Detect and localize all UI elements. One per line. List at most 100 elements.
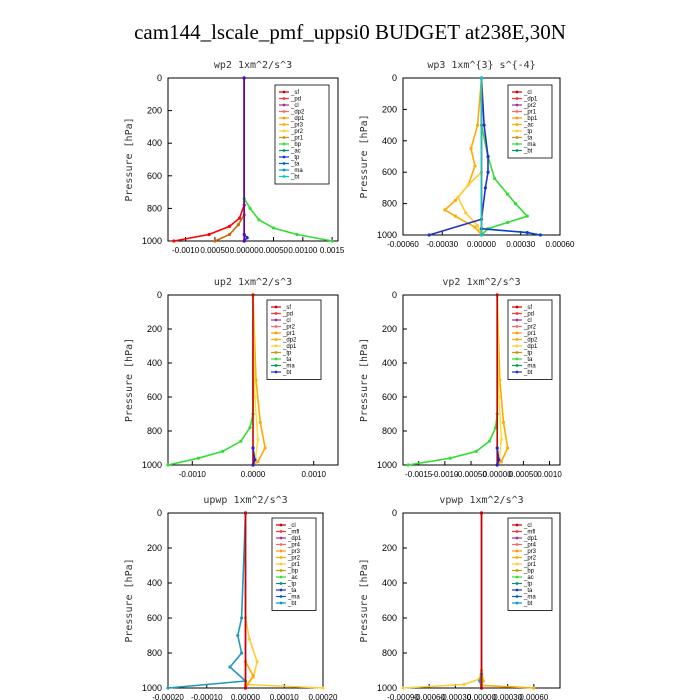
legend-marker [515, 351, 519, 354]
subplot-title: wp3 1xm^{3} s^{-4} [427, 60, 535, 71]
subplot-5: upwp 1xm^2/s^3 Pressure [hPa] 0 200 400 600 80… [124, 495, 338, 700]
series-point [251, 446, 255, 450]
legend-entry: _sf [282, 305, 291, 311]
series-point [456, 195, 460, 199]
legend-marker [279, 562, 283, 566]
legend-entry: _sf [290, 90, 299, 96]
series-point [240, 651, 244, 655]
legend-marker [274, 351, 278, 354]
series-point [462, 682, 466, 687]
x-tick-label: 0.00050 [259, 246, 288, 255]
series-line-pr1 [480, 670, 534, 689]
series-point [401, 686, 405, 690]
legend-entry: _ta [523, 136, 533, 142]
x-tick-label: 0.0015 [320, 246, 345, 255]
y-tick-label: 600 [382, 392, 397, 402]
legend-entry: _ac [287, 575, 298, 581]
legend-marker [515, 116, 519, 120]
x-tick-label: -0.0010 [172, 246, 200, 255]
series-point [479, 76, 484, 80]
legend-entry: _ta [523, 588, 533, 594]
series-point [443, 208, 447, 212]
x-tick-label: 0.00030 [506, 240, 535, 249]
y-axis-label: Pressure [hPa] [124, 558, 135, 642]
legend-marker [515, 338, 519, 341]
legend-marker [282, 155, 286, 159]
series-point [248, 426, 252, 430]
series-point [513, 202, 518, 206]
y-tick-label: 400 [382, 136, 397, 146]
legend-marker [515, 530, 519, 533]
series-point [196, 456, 200, 460]
series-point [495, 463, 499, 467]
series-line-pd [173, 78, 245, 242]
y-axis-label: Pressure [hPa] [359, 558, 370, 642]
legend-entry: _pr2 [523, 556, 537, 562]
legend-entry: _dp1 [523, 97, 538, 103]
y-tick-label: 800 [382, 199, 397, 209]
x-tick-label: -0.00010 [191, 693, 223, 700]
legend-marker [515, 543, 519, 546]
y-tick-label: 800 [382, 426, 397, 436]
legend-marker [515, 344, 519, 348]
figure-title: cam144_lscale_pmf_uppsi0 BUDGET at238E,3… [134, 20, 566, 44]
subplot-title: up2 1xm^2/s^3 [214, 277, 292, 288]
x-tick-label: -0.0015 [405, 470, 433, 479]
legend-entry: _bt [523, 601, 533, 607]
legend-entry: _bp1 [523, 116, 538, 122]
legend-entry: _pd [282, 312, 293, 318]
x-tick-label: -0.0010 [179, 470, 207, 479]
series-line-pr1 [456, 171, 483, 236]
series-point [495, 446, 499, 450]
legend-entry: _cl [287, 523, 296, 529]
subplot-title: vpwp 1xm^2/s^3 [439, 495, 523, 506]
legend-entry: _cl [282, 318, 291, 324]
y-tick-label: 200 [147, 543, 162, 553]
x-tick-label: 0.00050 [200, 246, 229, 255]
series-point [453, 214, 457, 218]
legend-entry: _bt [523, 370, 533, 376]
subplot-title: wp2 1xm^2/s^3 [214, 60, 292, 71]
series-point [479, 233, 484, 237]
series-point [487, 439, 491, 443]
series-point [227, 224, 232, 228]
x-tick-label: 0.00000 [483, 470, 512, 479]
x-tick-label: -0.0010 [431, 470, 459, 479]
legend-marker [282, 149, 286, 152]
legend-marker [515, 312, 519, 315]
legend-entry: _bt [287, 601, 297, 607]
legend-entry: _pr2 [282, 325, 296, 331]
x-tick-label: 0.00020 [309, 693, 338, 700]
y-tick-label: 200 [382, 543, 397, 553]
legend-entry: _dp1 [523, 344, 538, 350]
series-line-tp [167, 512, 248, 689]
legend-marker [274, 312, 278, 315]
legend-entry: _ta [290, 162, 300, 168]
legend-marker [279, 601, 283, 605]
legend-entry: _ma [523, 364, 536, 370]
y-tick-label: 0 [157, 508, 162, 518]
subplot-6: vpwp 1xm^2/s^3 Pressure [hPa] 0 200 400 600 80… [359, 495, 561, 700]
y-tick-label: 800 [382, 648, 397, 658]
series-point [263, 446, 267, 450]
legend-marker [279, 523, 283, 527]
series-line-pr2 [402, 513, 483, 689]
series-point [236, 633, 240, 638]
series-point [406, 463, 410, 467]
legend-marker [515, 331, 519, 335]
legend-marker [515, 142, 519, 146]
legend-marker [279, 575, 283, 579]
legend-marker [515, 357, 519, 361]
series-point [473, 164, 477, 168]
x-tick-label: 0.00000 [467, 693, 496, 700]
series-point [236, 223, 240, 227]
legend-entry: _tp [523, 351, 533, 357]
x-tick-label: -0.00090 [387, 693, 419, 700]
y-tick-label: 0 [157, 290, 162, 300]
legend-marker [274, 338, 278, 341]
legend-marker [279, 556, 283, 559]
legend-entry: _ma [287, 595, 300, 601]
series-point [258, 420, 262, 425]
legend-marker [274, 331, 278, 335]
y-tick-label: 1000 [142, 460, 162, 470]
